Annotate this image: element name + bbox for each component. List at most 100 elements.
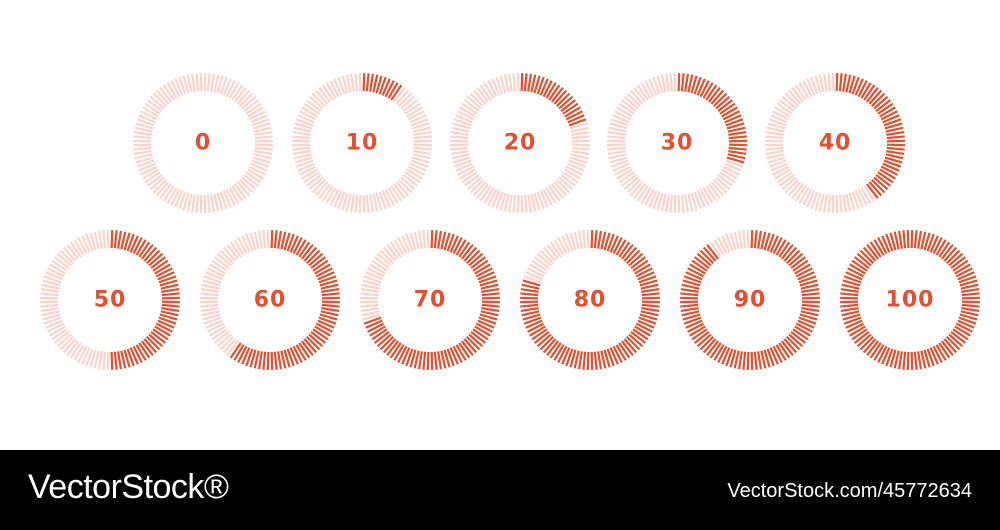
gauge-segment-empty <box>81 235 91 253</box>
gauge-segment-empty <box>411 122 430 130</box>
gauge-segment-empty <box>345 193 352 212</box>
gauge-segment-empty <box>39 300 59 304</box>
gauge-segment-filled <box>941 340 954 356</box>
gauge-segment-empty <box>222 190 232 208</box>
gauge-segment-filled <box>120 231 127 250</box>
gauge-segment-empty <box>40 303 59 308</box>
gauge-segment-empty <box>376 252 392 267</box>
gauge-segment-empty <box>610 159 629 168</box>
gauge-segment-empty <box>464 174 480 187</box>
gauge-segment-filled <box>455 344 467 361</box>
gauge-segment-filled <box>446 348 455 367</box>
gauge-segment-filled <box>519 296 539 300</box>
gauge-segment-filled <box>866 244 879 260</box>
gauge-segment-filled <box>785 335 801 351</box>
gauge-segment-filled <box>615 239 627 256</box>
gauge-segment-filled <box>856 252 872 267</box>
gauge-segment-empty <box>201 310 220 317</box>
gauge-segment-empty <box>216 75 224 94</box>
gauge-segment-filled <box>590 229 594 249</box>
gauge-segment-filled <box>680 292 699 297</box>
gauge-segment-empty <box>827 194 832 213</box>
gauge-segment-filled <box>866 183 879 199</box>
gauge-segment-empty <box>248 110 266 121</box>
gauge-segment-empty <box>644 80 655 98</box>
gauge-segment-empty <box>530 193 537 212</box>
gauge-segment-empty <box>411 156 430 164</box>
gauge-segment-empty <box>536 252 552 267</box>
gauge-segment-filled <box>788 333 804 348</box>
gauge-segment-filled <box>612 237 623 255</box>
gauge-segment-filled <box>862 338 877 354</box>
gauge-segment-filled <box>157 271 175 281</box>
gauge-segment-filled <box>161 303 180 308</box>
gauge-segment-empty <box>216 252 232 267</box>
gauge-segment-filled <box>935 344 947 361</box>
gauge-segment-filled <box>689 263 706 275</box>
gauge-segment-filled <box>319 279 338 287</box>
gauge-segment-empty <box>791 183 804 199</box>
gauge-segment-filled <box>682 313 701 321</box>
gauge-segment-empty <box>238 92 254 108</box>
gauge-segment-empty <box>798 82 810 99</box>
gauge-segment-empty <box>249 232 257 251</box>
gauge-segment-empty <box>453 118 472 127</box>
gauge-segment-empty <box>254 135 273 140</box>
gauge-segment-filled <box>321 296 341 300</box>
gauge-segment-filled <box>474 325 491 337</box>
gauge-segment-filled <box>534 331 550 344</box>
gauge-segment-empty <box>854 190 864 208</box>
gauge-segment-filled <box>249 349 257 368</box>
gauge-segment-filled <box>753 230 758 249</box>
gauge-segment-filled <box>854 256 870 269</box>
gauge-segment-filled <box>929 235 939 253</box>
gauge-segment-empty <box>201 283 220 290</box>
gauge-segment-filled <box>702 82 714 99</box>
gauge-segment-filled <box>873 344 885 361</box>
gauge-segment-filled <box>521 310 540 317</box>
gauge-segment-empty <box>516 194 520 214</box>
gauge-segment-empty <box>363 275 382 284</box>
gauge-segment-filled <box>158 316 177 325</box>
gauge-segment-filled <box>788 252 804 267</box>
gauge-segment-empty <box>606 139 626 143</box>
gauge-segment-empty <box>47 267 65 278</box>
gauge-segment-empty <box>402 99 418 112</box>
gauge-segment-empty <box>737 230 743 249</box>
gauge-segment-empty <box>648 78 658 96</box>
gauge-segment-filled <box>961 300 981 304</box>
gauge-segment-empty <box>798 187 810 204</box>
gauge-segment-empty <box>102 230 107 249</box>
gauge-segment-filled <box>860 82 872 99</box>
gauge-segment-filled <box>848 75 856 94</box>
gauge-segment-filled <box>553 89 568 105</box>
gauge-segment-filled <box>286 233 295 252</box>
gauge-segment-filled <box>521 283 540 290</box>
gauge-segment-filled <box>729 349 737 368</box>
gauge-segment-empty <box>362 194 366 214</box>
gauge-segment-filled <box>885 233 894 252</box>
gauge-segment-filled <box>880 110 898 121</box>
gauge-segment-filled <box>792 259 809 272</box>
gauge-segment-filled <box>433 230 438 249</box>
gauge-segment-empty <box>768 159 787 168</box>
gauge-segment-filled <box>314 263 331 275</box>
gauge-segment-filled <box>609 347 619 365</box>
gauge-segment-filled <box>957 271 975 281</box>
gauge-segment-empty <box>206 73 211 92</box>
gauge-segment-filled <box>635 322 653 333</box>
gauge-segment-empty <box>182 75 190 94</box>
gauge-segment-filled <box>728 143 748 147</box>
gauge-segment-filled <box>640 310 659 317</box>
gauge-segment-filled <box>882 162 900 172</box>
gauge-segment-empty <box>395 181 410 197</box>
gauge-segment-filled <box>123 232 131 251</box>
gauge-segment-empty <box>461 171 478 184</box>
gauge-segment-filled <box>923 349 931 368</box>
gauge-segment-filled <box>138 342 151 359</box>
gauge-segment-filled <box>277 351 283 370</box>
gauge-segment-empty <box>768 118 787 127</box>
gauge-segment-filled <box>886 146 905 151</box>
gauge-segment-empty <box>451 126 470 133</box>
gauge-segment-empty <box>294 122 313 130</box>
